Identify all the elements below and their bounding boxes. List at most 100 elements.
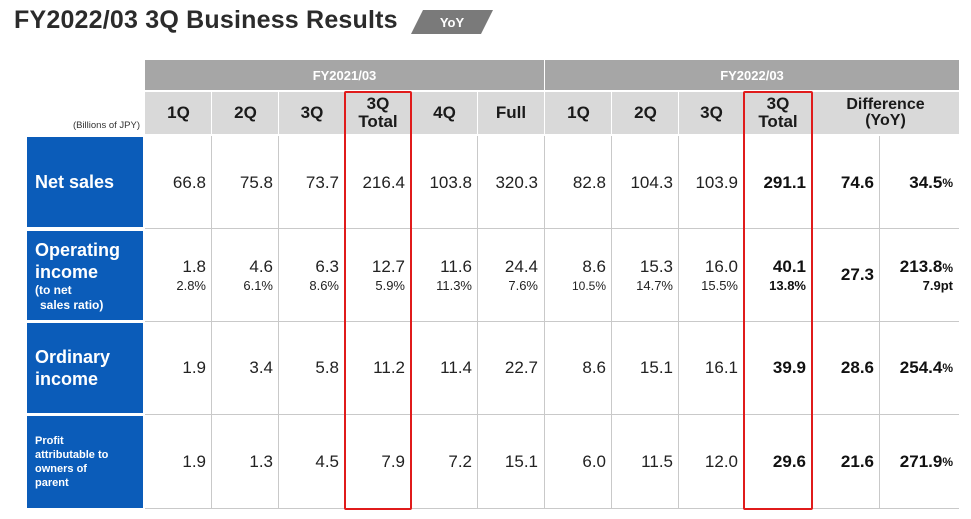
col-header-fy22-3q-total: 3Q Total (744, 92, 812, 134)
ratio: 6.1% (243, 278, 273, 293)
value: 24.4 (504, 257, 538, 276)
ratio: 7.6% (508, 278, 538, 293)
value: 34.5 (909, 172, 943, 192)
cell-operating-fy21-1q: 1.8 2.8% (145, 229, 212, 321)
cell-ordinary-fy21-4q: 11.4 (411, 322, 478, 414)
highlight-fy21-3q-total (344, 91, 412, 510)
units-label: (Billions of JPY) (72, 120, 140, 131)
cell-profit-diff-pct: 271.9% (880, 415, 959, 508)
row-label-profit-line2: attributable to (35, 449, 109, 461)
cell-net-sales-fy22-1q: 82.8 (545, 137, 612, 228)
value: 15.3 (639, 257, 673, 276)
col-header-fy21-4q: 4Q (411, 92, 478, 134)
value: 104.3 (630, 172, 673, 192)
value: 6.0 (582, 451, 606, 471)
value: 15.1 (639, 358, 673, 377)
row-label-profit-line3: owners of (35, 463, 87, 475)
cell-net-sales-fy21-2q: 75.8 (212, 137, 279, 228)
value: 3.4 (249, 358, 273, 377)
value: 40.1 (772, 257, 806, 276)
row-label-operating-line2: income (35, 261, 99, 282)
value: 7.2 (448, 451, 472, 471)
value: 103.9 (695, 172, 738, 192)
value: 1.9 (182, 451, 206, 471)
ratio: 14.7% (636, 278, 673, 293)
value: 7.9 (381, 451, 405, 471)
row-label-ordinary-line1: Ordinary (35, 347, 111, 367)
percent-sign: % (942, 454, 953, 469)
value: 21.6 (840, 451, 874, 471)
value: 216.4 (362, 172, 405, 192)
cell-net-sales-diff-amount: 74.6 (812, 137, 880, 228)
cell-operating-fy21-4q: 11.6 11.3% (411, 229, 478, 321)
percent-sign: % (942, 261, 953, 275)
cell-operating-diff-amount: 27.3 (812, 229, 880, 321)
col-header-fy22-3q-total-line2: Total (758, 112, 798, 131)
row-label-net-sales: Net sales (27, 137, 143, 227)
cell-ordinary-diff-amount: 28.6 (812, 322, 880, 414)
cell-net-sales-fy21-3q-total: 216.4 (345, 137, 411, 228)
value: 1.3 (249, 451, 273, 471)
cell-profit-fy22-3q: 12.0 (679, 415, 744, 508)
ratio: 13.8% (769, 278, 806, 293)
ratio: 10.5% (571, 279, 606, 293)
cell-net-sales-fy21-4q: 103.8 (411, 137, 478, 228)
row-label-net-sales-text: Net sales (35, 172, 115, 192)
row-label-ordinary-line2: income (35, 369, 99, 389)
percent-sign: % (942, 175, 953, 190)
cell-net-sales-fy21-full: 320.3 (478, 137, 544, 228)
yoy-badge: YoY (411, 10, 493, 34)
cell-ordinary-diff-pct: 254.4% (880, 322, 959, 414)
value: 73.7 (305, 172, 339, 192)
operating-diff-pct-line: 213.8% (900, 256, 953, 278)
cell-operating-fy21-3q-total: 12.7 5.9% (345, 229, 411, 321)
value: 39.9 (772, 358, 806, 377)
value: 74.6 (840, 172, 874, 192)
value: 27.3 (840, 265, 874, 284)
value: 6.3 (315, 257, 339, 276)
value: 22.7 (504, 358, 538, 377)
cell-profit-fy21-4q: 7.2 (411, 415, 478, 508)
value: 15.1 (504, 451, 538, 471)
value: 11.5 (641, 451, 673, 471)
value: 12.7 (371, 257, 405, 276)
cell-profit-fy21-2q: 1.3 (212, 415, 279, 508)
value: 28.6 (840, 358, 874, 377)
page-title: FY2022/03 3Q Business Results (14, 6, 398, 34)
value: 11.4 (440, 358, 472, 377)
cell-operating-fy21-full: 24.4 7.6% (478, 229, 544, 321)
group-header-fy2021: FY2021/03 (145, 60, 544, 90)
row-label-profit-line4: parent (35, 477, 69, 489)
value: 271.9 (899, 451, 943, 471)
highlight-fy22-3q-total (743, 91, 813, 510)
col-header-fy21-3q-total: 3Q Total (345, 92, 411, 134)
cell-profit-fy21-3q: 4.5 (279, 415, 345, 508)
col-header-fy22-2q: 2Q (612, 92, 679, 134)
cell-ordinary-fy21-full: 22.7 (478, 322, 544, 414)
ratio-diff: 7.9pt (922, 278, 953, 293)
row-label-operating-line1: Operating (35, 239, 121, 260)
col-header-fy22-3q-total-line1: 3Q (766, 94, 790, 113)
value: 320.3 (495, 172, 538, 192)
value: 11.2 (373, 358, 405, 377)
row-label-profit-line1: Profit (35, 435, 64, 447)
cell-ordinary-fy21-3q: 5.8 (279, 322, 345, 414)
value: 291.1 (763, 172, 806, 192)
value: 66.8 (172, 172, 206, 192)
cell-net-sales-fy21-1q: 66.8 (145, 137, 212, 228)
ratio: 5.9% (375, 278, 405, 293)
cell-ordinary-fy21-1q: 1.9 (145, 322, 212, 414)
col-header-difference-line1: Difference (846, 96, 925, 113)
cell-profit-fy22-3q-total: 29.6 (744, 415, 812, 508)
value: 5.8 (315, 358, 339, 377)
cell-ordinary-fy22-3q: 16.1 (679, 322, 744, 414)
col-header-fy22-3q: 3Q (679, 92, 744, 134)
row-label-operating-income: Operating income (to net sales ratio) (27, 231, 143, 320)
cell-ordinary-fy21-2q: 3.4 (212, 322, 279, 414)
group-header-fy2022: FY2022/03 (545, 60, 959, 90)
row-label-operating-line3: (to net (35, 282, 72, 297)
value: 103.8 (429, 172, 472, 192)
cell-profit-fy21-full: 15.1 (478, 415, 544, 508)
cell-ordinary-fy22-2q: 15.1 (612, 322, 679, 414)
